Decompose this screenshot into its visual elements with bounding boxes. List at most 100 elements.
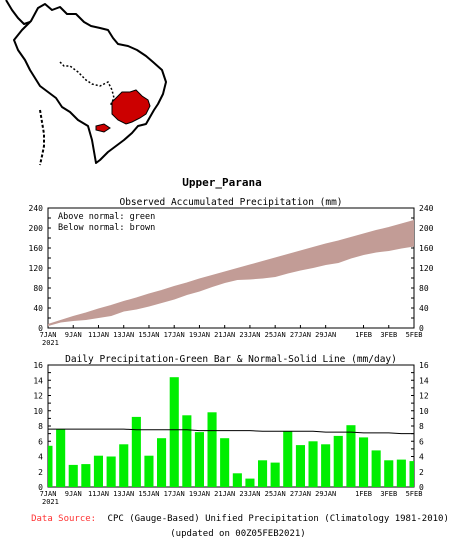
daily-ytick-label-left: 4: [38, 453, 43, 462]
daily-chart-title: Daily Precipitation-Green Bar & Normal-S…: [65, 354, 397, 365]
upper-parana-region-south: [95, 123, 111, 133]
daily-precip-bar: [194, 432, 204, 487]
accumulated-xtick-label: 13JAN: [113, 331, 134, 339]
accumulated-chart-title: Observed Accumulated Precipitation (mm): [119, 197, 342, 208]
inland-border: [59, 61, 115, 107]
daily-ytick-label-right: 2: [419, 468, 424, 477]
daily-precip-bar: [207, 412, 217, 487]
daily-precip-bar: [119, 444, 129, 487]
daily-ytick-label-right: 12: [419, 392, 429, 401]
accumulated-ytick-label-right: 120: [419, 264, 434, 273]
upper-parana-region: [111, 89, 151, 125]
accumulated-xtick-label: 3FEB: [380, 331, 397, 339]
accumulated-xtick-label: 25JAN: [265, 331, 286, 339]
daily-xtick-label: 15JAN: [138, 490, 159, 498]
daily-precip-bar: [245, 478, 255, 487]
daily-precip-bar: [56, 429, 66, 487]
accumulated-ytick-label-left: 160: [29, 244, 44, 253]
accumulated-ytick-label-left: 240: [29, 204, 44, 213]
accumulated-ytick-label-right: 240: [419, 204, 434, 213]
daily-precip-bar: [131, 416, 141, 487]
daily-precip-bar: [409, 461, 414, 487]
normal-accumulated-line: [47, 220, 415, 325]
daily-ytick-label-left: 6: [38, 437, 43, 446]
daily-precip-bar: [396, 459, 406, 487]
accumulated-xtick-label: 17JAN: [164, 331, 185, 339]
daily-xtick-label: 7JAN: [40, 490, 57, 498]
daily-precip-bar: [106, 456, 116, 487]
accumulated-ytick-label-left: 120: [29, 264, 44, 273]
central-america-coastline: [5, 0, 31, 25]
accumulated-xtick-label: 7JAN: [40, 331, 57, 339]
normal-daily-line: [48, 428, 414, 435]
accumulated-x-year: 2021: [42, 339, 59, 347]
daily-precip-bar: [333, 435, 343, 487]
pacific-coastline: [39, 109, 45, 166]
daily-xtick-label: 11JAN: [88, 490, 109, 498]
daily-ytick-label-right: 6: [419, 437, 424, 446]
daily-precip-bar: [48, 445, 53, 487]
daily-ytick-label-left: 16: [33, 361, 43, 370]
daily-ytick-label-right: 8: [419, 422, 424, 431]
daily-precip-bar: [169, 377, 179, 487]
data-source-label: Data Source:: [31, 514, 96, 524]
locator-map: [5, 0, 167, 166]
daily-precip-bar: [68, 464, 78, 487]
daily-precip-bar: [258, 460, 268, 487]
daily-xtick-label: 1FEB: [355, 490, 372, 498]
accumulated-xtick-label: 1FEB: [355, 331, 372, 339]
accumulated-ytick-label-right: 0: [419, 324, 424, 333]
accumulated-xtick-label: 15JAN: [138, 331, 159, 339]
accumulated-ytick-label-left: 200: [29, 224, 44, 233]
accumulated-xtick-label: 29JAN: [315, 331, 336, 339]
accumulated-precip-panel: Observed Accumulated Precipitation (mm) …: [29, 197, 434, 347]
accumulated-ytick-label-right: 160: [419, 244, 434, 253]
daily-ytick-label-right: 4: [419, 453, 424, 462]
daily-xtick-label: 17JAN: [164, 490, 185, 498]
daily-ytick-label-right: 14: [419, 376, 429, 385]
daily-marks: 0 2 4 6 8 10 12 14 16 0 2 4 6 8 10 12 14 16 7JAN 9JAN 11JAN 1…: [33, 361, 428, 506]
data-source-text: CPC (Gauge-Based) Unified Precipitation …: [108, 514, 449, 524]
daily-x-year: 2021: [42, 498, 59, 506]
daily-precip-panel: Daily Precipitation-Green Bar & Normal-S…: [33, 354, 428, 506]
daily-precip-bar: [308, 441, 318, 488]
accumulated-ytick-label-left: 40: [33, 304, 43, 313]
daily-ytick-label-left: 12: [33, 392, 43, 401]
region-title: Upper_Parana: [182, 176, 261, 189]
accumulated-xtick-label: 19JAN: [189, 331, 210, 339]
daily-ytick-label-left: 14: [33, 376, 43, 385]
daily-ytick-label-right: 10: [419, 407, 429, 416]
accumulated-ytick-label-left: 0: [38, 324, 43, 333]
daily-precip-bar: [283, 431, 293, 487]
daily-precip-bar: [270, 462, 280, 487]
accumulated-ytick-label-right: 200: [419, 224, 434, 233]
daily-precip-bar: [220, 438, 230, 487]
daily-precip-bar: [232, 473, 242, 487]
daily-precip-bar: [157, 438, 167, 487]
daily-xtick-label: 25JAN: [265, 490, 286, 498]
accumulated-xtick-label: 23JAN: [239, 331, 260, 339]
daily-precip-bar: [321, 444, 331, 487]
daily-precip-bar: [371, 450, 381, 487]
south-america-coastline: [13, 3, 167, 164]
daily-xtick-label: 19JAN: [189, 490, 210, 498]
daily-precip-bar: [295, 445, 305, 487]
daily-xtick-label: 9JAN: [65, 490, 82, 498]
accumulated-ytick-label-right: 40: [419, 304, 429, 313]
daily-precip-bar: [81, 464, 91, 487]
observed-accumulated-line: [47, 245, 415, 326]
annotation-below-normal: Below normal: brown: [58, 223, 155, 233]
daily-xtick-label: 3FEB: [380, 490, 397, 498]
accumulated-marks: 0 40 80 120 160 200 240 0 40 80 120 160 200 240 7JAN 9J…: [29, 204, 434, 347]
data-source-line: Data Source: CPC (Gauge-Based) Unified P…: [31, 514, 449, 524]
below-normal-deficit-area: [48, 220, 414, 326]
daily-xtick-label: 29JAN: [315, 490, 336, 498]
daily-precip-bar: [346, 425, 356, 487]
daily-xtick-label: 21JAN: [214, 490, 235, 498]
accumulated-xtick-label: 9JAN: [65, 331, 82, 339]
daily-xtick-label: 23JAN: [239, 490, 260, 498]
accumulated-ytick-label-left: 80: [33, 284, 43, 293]
daily-ytick-label-left: 8: [38, 422, 43, 431]
daily-ytick-label-right: 0: [419, 483, 424, 492]
